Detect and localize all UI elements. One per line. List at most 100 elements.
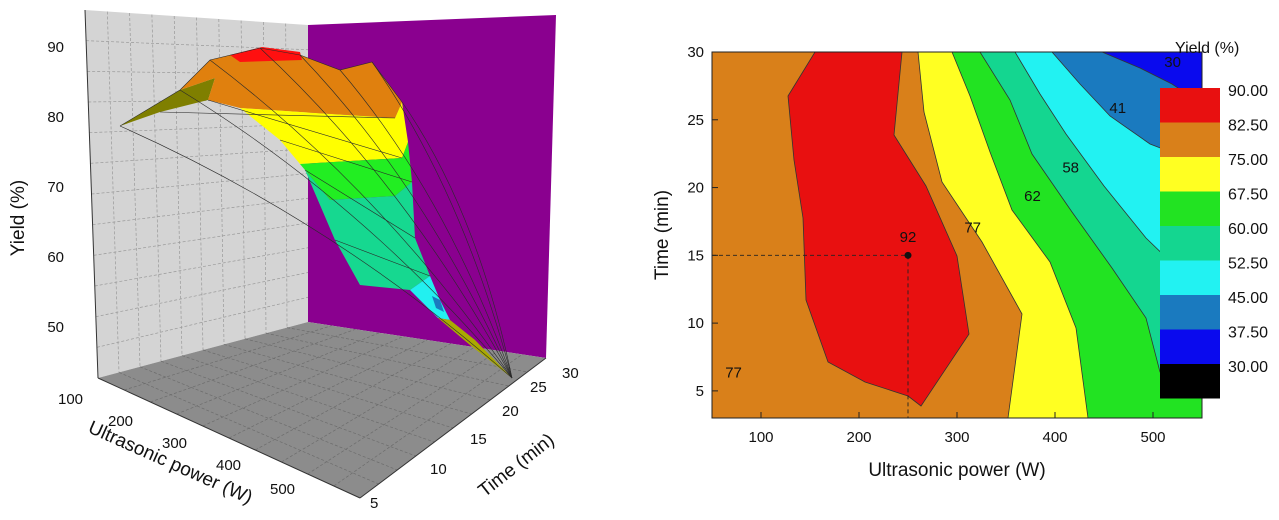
grid-line	[139, 366, 398, 471]
contour-label: 58	[1062, 160, 1079, 177]
y-axis-title: Time (min)	[475, 430, 559, 502]
contour-label: 77	[725, 364, 742, 381]
y-tick-label: 30	[562, 365, 579, 382]
legend: 90.00 82.50 75.00 67.50 60.00 52.50 45.00 37.50…	[1160, 83, 1268, 399]
y-tick-label: 20	[687, 180, 704, 197]
y-tick-label: 5	[696, 383, 704, 400]
z-axis-title: Yield (%)	[8, 180, 29, 256]
y-tick-label: 5	[370, 495, 378, 512]
legend-swatch	[1160, 122, 1220, 157]
mesh-line	[179, 89, 513, 379]
mesh-line	[259, 47, 513, 379]
z-tick-label: 60	[47, 249, 64, 266]
z-tick-label: 70	[47, 179, 64, 196]
y-tick-label: 25	[530, 379, 547, 396]
x-tick-label: 200	[108, 413, 133, 430]
y-axis-line	[359, 357, 547, 499]
surface-band-teal	[305, 170, 430, 290]
y-tick-labels: 5 10 15 20 25 30	[370, 365, 579, 512]
optimum-guides	[712, 251, 912, 418]
grid-line	[286, 327, 528, 373]
x-axis-title: Ultrasonic power (W)	[868, 460, 1045, 481]
grid-line	[94, 247, 309, 287]
x-tick-labels: 100 200 300 400 500	[748, 429, 1165, 446]
y-tick-label: 20	[502, 403, 519, 420]
x-tick-label: 400	[1042, 429, 1067, 446]
legend-swatch	[1160, 191, 1220, 226]
legend-swatch	[1160, 329, 1220, 364]
mesh-line	[334, 239, 431, 277]
floor	[98, 322, 546, 498]
grid-line	[202, 349, 454, 429]
yield-surface	[119, 47, 513, 379]
legend-swatch	[1160, 157, 1220, 192]
mesh-line	[159, 111, 396, 119]
contour-plot: 100 200 300 400 500 5 10 15 20 25 30 30 41 58 62 77 92…	[652, 40, 1268, 481]
contour-label: 41	[1109, 100, 1126, 117]
grid-line	[333, 354, 523, 487]
grid-line	[129, 12, 141, 367]
x-tick-label: 100	[748, 429, 773, 446]
tick-marks	[712, 51, 1154, 418]
grid-line	[223, 344, 472, 415]
y-tick-label: 15	[687, 247, 704, 264]
x-tick-label: 300	[162, 435, 187, 452]
legend-title: Yield (%)	[1175, 40, 1239, 57]
z-tick-label: 80	[47, 109, 64, 126]
surface-plot: 90 80 70 60 50 100 200 300 400 500 5 10 …	[8, 9, 579, 512]
surface-band-orange	[180, 48, 402, 118]
mesh-line	[299, 54, 513, 379]
mesh-line	[119, 125, 513, 379]
grid-line	[160, 360, 416, 457]
optimum-point	[904, 251, 912, 259]
contour-label: 62	[1024, 188, 1041, 205]
legend-swatch	[1160, 364, 1220, 399]
surface-band-olive-tail	[438, 318, 512, 378]
legend-label: 75.00	[1228, 152, 1268, 169]
grid-line	[202, 336, 404, 427]
grid-line	[124, 325, 332, 391]
y-tick-label: 15	[470, 431, 487, 448]
contour-label: 30	[1164, 54, 1181, 71]
contour-label: 92	[900, 229, 917, 246]
legend-label: 82.50	[1228, 118, 1268, 135]
y-tick-label: 25	[687, 112, 704, 129]
x-axis-line	[97, 377, 361, 499]
legend-label: 52.50	[1228, 256, 1268, 273]
legend-label: 67.50	[1228, 187, 1268, 204]
y-axis-title: Time (min)	[652, 190, 673, 280]
mesh-line	[207, 99, 403, 159]
y-tick-label: 10	[687, 315, 704, 332]
grid-line	[265, 332, 509, 387]
grid-line	[92, 197, 309, 226]
legend-swatch	[1160, 226, 1220, 261]
mesh-line	[279, 139, 413, 183]
y-tick-label: 30	[687, 44, 704, 61]
x-tick-label: 500	[1140, 429, 1165, 446]
mesh-line	[119, 47, 403, 127]
legend-label: 45.00	[1228, 290, 1268, 307]
grid-line	[90, 148, 309, 164]
grid-line	[118, 372, 379, 485]
z-tick-label: 90	[47, 39, 64, 56]
grid-line	[150, 328, 356, 403]
floor-grid	[118, 325, 528, 487]
grid-line	[176, 332, 380, 415]
mesh-line	[304, 169, 416, 239]
grid-line	[281, 346, 475, 463]
x-tick-label: 500	[270, 481, 295, 498]
x-tick-label: 200	[846, 429, 871, 446]
x-tick-label: 100	[58, 391, 83, 408]
contour-regions	[712, 52, 1202, 418]
mesh-line	[371, 61, 513, 379]
legend-swatch	[1160, 295, 1220, 330]
legend-label: 37.50	[1228, 325, 1268, 342]
grid-line	[307, 350, 499, 475]
grid-line	[91, 173, 309, 195]
surface-band-green	[280, 140, 412, 200]
surface-band-olive-left	[120, 78, 215, 126]
grid-line	[181, 355, 435, 443]
contour-labels: 30 41 58 62 77 92 77	[725, 54, 1181, 381]
grid-line	[88, 98, 309, 103]
surface-band-blue	[432, 296, 444, 312]
